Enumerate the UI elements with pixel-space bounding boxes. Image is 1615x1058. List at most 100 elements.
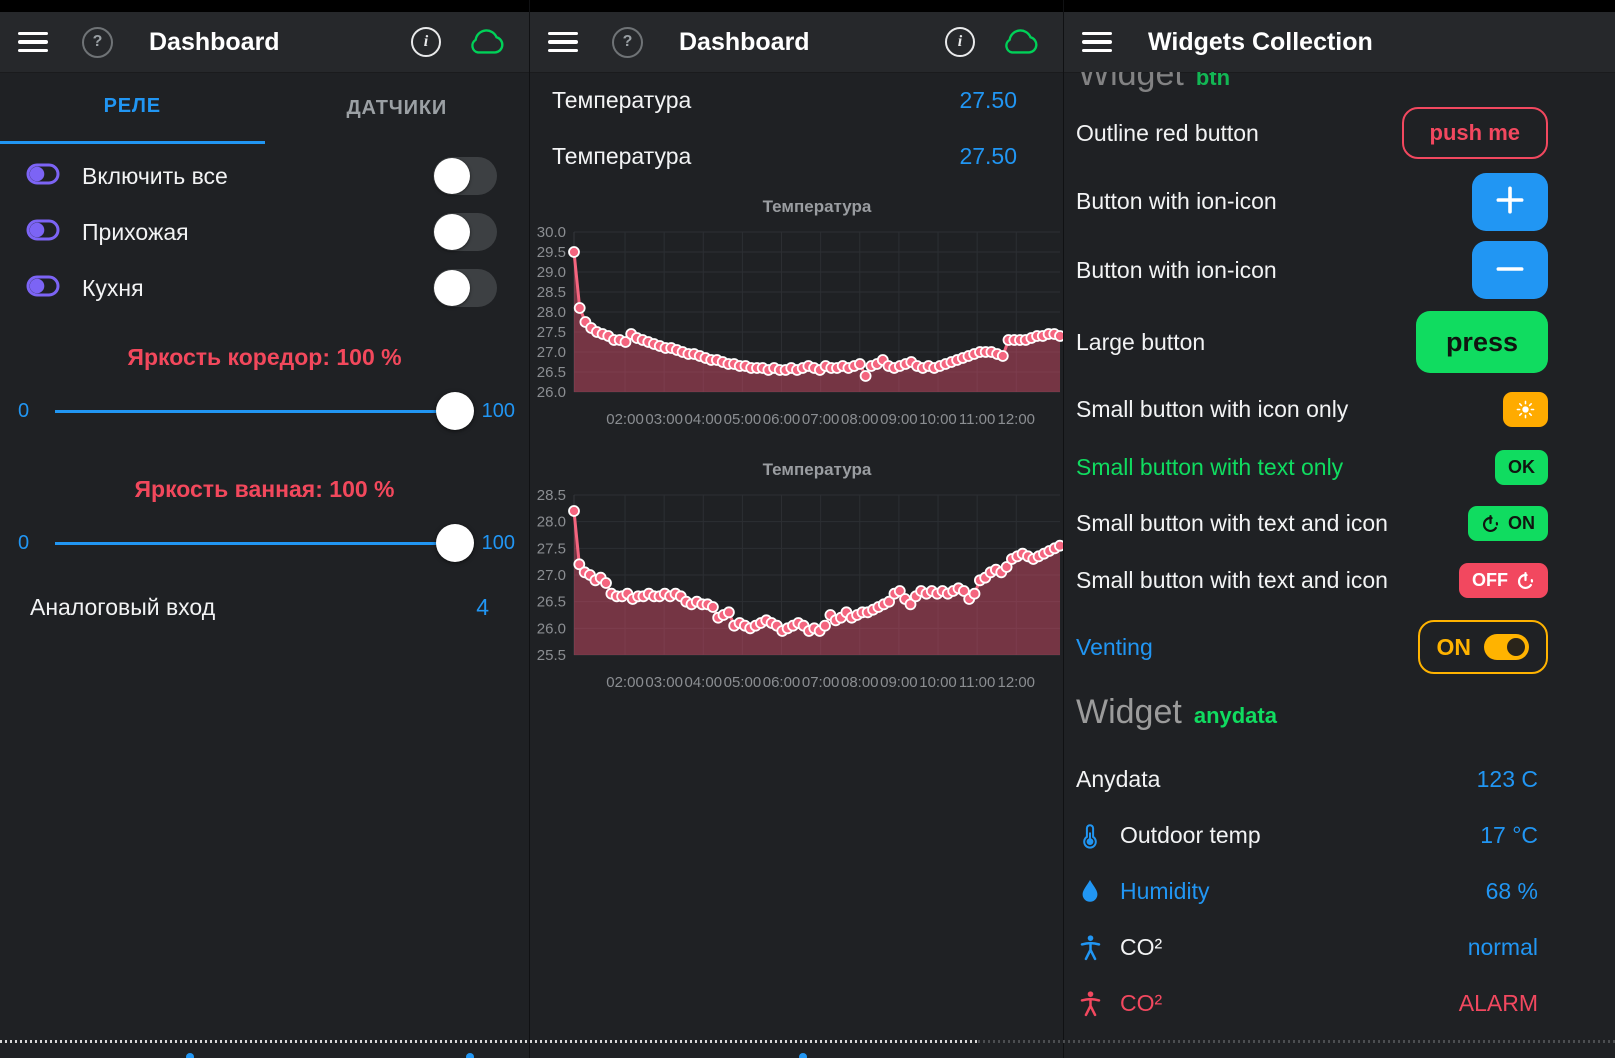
switch-label: Кухня bbox=[82, 274, 144, 301]
widget-row-1: Button with ion-icon bbox=[1064, 168, 1615, 235]
tab-sensors[interactable]: ДАТЧИКИ bbox=[346, 96, 448, 119]
widget-row-label: Venting bbox=[1076, 633, 1153, 660]
minus-icon bbox=[1493, 252, 1527, 289]
push-me-button[interactable]: push me bbox=[1401, 107, 1548, 159]
svg-text:10:00: 10:00 bbox=[919, 411, 957, 428]
info-icon[interactable]: i bbox=[411, 27, 441, 57]
data-row-value: 123 C bbox=[1476, 765, 1538, 792]
analog-input-label: Аналоговый вход bbox=[30, 593, 216, 620]
data-row-value: ALARM bbox=[1458, 989, 1538, 1016]
slider-track[interactable] bbox=[55, 524, 474, 562]
widget-row-label: Small button with text and icon bbox=[1076, 566, 1388, 593]
data-row-left: CO² bbox=[1076, 934, 1468, 961]
svg-text:04:00: 04:00 bbox=[685, 674, 723, 691]
data-row-2: Humidity 68 % bbox=[1064, 863, 1615, 919]
widget-row-label: Outline red button bbox=[1076, 119, 1259, 146]
slider-track[interactable] bbox=[55, 392, 474, 430]
data-row-label: Anydata bbox=[1076, 765, 1161, 792]
info-icon[interactable]: i bbox=[945, 27, 975, 57]
svg-text:06:00: 06:00 bbox=[763, 411, 801, 428]
svg-text:Температура: Температура bbox=[763, 460, 872, 479]
temperature-line-chart-2: Температура 28.5 28.0 27.5 27.0 26.5 26.0 25.5 0… bbox=[537, 460, 1063, 691]
brightness-slider-0: 0 100 bbox=[0, 374, 529, 448]
panel-divider bbox=[529, 0, 530, 1058]
help-icon[interactable]: ? bbox=[612, 26, 643, 58]
brightness-slider-label-1: Яркость ванная: 100 % bbox=[134, 476, 395, 502]
data-row-label: CO² bbox=[1120, 989, 1163, 1016]
venting-toggle-knob bbox=[1504, 635, 1528, 659]
svg-text:26.5: 26.5 bbox=[537, 364, 566, 381]
slider-knob[interactable] bbox=[435, 392, 474, 430]
cloud-icon[interactable] bbox=[1001, 28, 1041, 56]
menu-icon[interactable] bbox=[548, 31, 578, 53]
temperature-value-list: Температура 27.50 Температура 27.50 bbox=[530, 72, 1063, 184]
switch-list: Включить все Прихожая Кухня bbox=[0, 148, 529, 316]
brightness-slider-1: 0 100 bbox=[0, 506, 529, 580]
status-bar bbox=[0, 0, 529, 12]
toggle-glyph-icon bbox=[26, 274, 60, 303]
temperature-row-0: Температура 27.50 bbox=[530, 72, 1063, 128]
svg-text:11:00: 11:00 bbox=[959, 411, 995, 428]
svg-text:03:00: 03:00 bbox=[645, 674, 683, 691]
toggle-knob bbox=[434, 214, 470, 250]
data-row-4: CO² ALARM bbox=[1064, 975, 1615, 1031]
body-icon bbox=[1076, 934, 1104, 961]
section-heading-title: Widget bbox=[1078, 72, 1184, 93]
slider-knob[interactable] bbox=[435, 524, 474, 562]
svg-text:03:00: 03:00 bbox=[645, 411, 683, 428]
widget-row-4: Small button with icon only bbox=[1064, 379, 1615, 439]
venting-state-text: ON bbox=[1436, 633, 1472, 660]
widget-row-label: Small button with text and icon bbox=[1076, 509, 1388, 536]
menu-icon[interactable] bbox=[1082, 31, 1112, 53]
press-button[interactable]: press bbox=[1415, 311, 1548, 373]
body-icon bbox=[1076, 990, 1104, 1017]
small-button-4[interactable] bbox=[1503, 391, 1548, 427]
page-title: Dashboard bbox=[679, 27, 810, 56]
analog-input-value: 4 bbox=[476, 593, 489, 620]
svg-text:29.0: 29.0 bbox=[537, 264, 566, 281]
tab-relays[interactable]: РЕЛЕ bbox=[0, 72, 265, 144]
switch-row-2[interactable]: Кухня bbox=[0, 260, 529, 316]
svg-text:06:00: 06:00 bbox=[763, 674, 801, 691]
slider-min-label: 0 bbox=[18, 399, 30, 422]
cloud-icon[interactable] bbox=[467, 28, 507, 56]
widget-button-list: Outline red button push me Button with ion… bbox=[1064, 98, 1615, 685]
widget-row-6: Small button with text and icon ON bbox=[1064, 495, 1615, 551]
switch-row-1[interactable]: Прихожая bbox=[0, 204, 529, 260]
small-button-text: OFF bbox=[1472, 569, 1508, 590]
toggle-switch[interactable] bbox=[433, 213, 497, 251]
svg-text:26.0: 26.0 bbox=[537, 620, 566, 637]
small-button-7[interactable]: OFF bbox=[1459, 562, 1548, 598]
panel-dashboard-relays: ? Dashboard i РЕЛЕ ДАТЧИКИ Включить все П… bbox=[0, 0, 529, 1058]
toggle-switch[interactable] bbox=[433, 157, 497, 195]
widget-row-7: Small button with text and icon OFF bbox=[1064, 551, 1615, 609]
plus-button[interactable] bbox=[1472, 172, 1548, 231]
svg-text:27.5: 27.5 bbox=[537, 324, 566, 341]
toggle-switch[interactable] bbox=[433, 269, 497, 307]
small-button-5[interactable]: OK bbox=[1495, 449, 1548, 485]
svg-text:08:00: 08:00 bbox=[841, 674, 879, 691]
svg-text:12:00: 12:00 bbox=[997, 411, 1035, 428]
temperature-row-1: Температура 27.50 bbox=[530, 128, 1063, 184]
minus-button[interactable] bbox=[1472, 241, 1548, 299]
menu-icon[interactable] bbox=[18, 31, 48, 53]
small-button-text: OK bbox=[1508, 456, 1535, 477]
temperature-label: Температура bbox=[552, 142, 692, 169]
small-button-6[interactable]: ON bbox=[1468, 505, 1548, 541]
data-row-left: Outdoor temp bbox=[1076, 822, 1480, 849]
temperature-chart-1: Температура 30.0 29.5 29.0 28.5 28.0 27.5 27.0 2… bbox=[530, 192, 1063, 447]
svg-text:07:00: 07:00 bbox=[802, 411, 840, 428]
status-bar bbox=[1064, 0, 1615, 12]
page-title: Widgets Collection bbox=[1148, 27, 1373, 56]
svg-text:28.0: 28.0 bbox=[537, 514, 566, 531]
slider-list: Яркость коредор: 100 % 0 100 Яркость ванная… bbox=[0, 340, 529, 580]
venting-toggle-button[interactable]: ON bbox=[1417, 620, 1548, 674]
svg-text:12:00: 12:00 bbox=[997, 674, 1035, 691]
help-icon[interactable]: ? bbox=[82, 26, 113, 58]
switch-row-0[interactable]: Включить все bbox=[0, 148, 529, 204]
app-header: Widgets Collection bbox=[1064, 12, 1615, 72]
svg-text:08:00: 08:00 bbox=[841, 411, 879, 428]
data-row-0: Anydata 123 C bbox=[1064, 751, 1615, 807]
svg-text:02:00: 02:00 bbox=[606, 674, 644, 691]
data-row-value: 17 °C bbox=[1480, 821, 1538, 848]
